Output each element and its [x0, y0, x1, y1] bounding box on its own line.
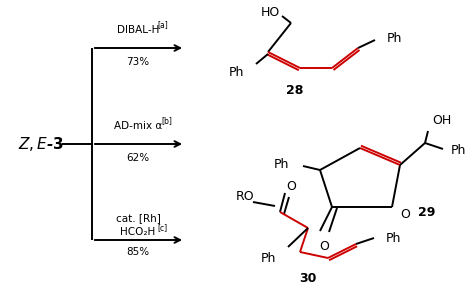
Text: OH: OH — [432, 114, 451, 127]
Text: cat. [Rh]: cat. [Rh] — [116, 213, 160, 223]
Text: Ph: Ph — [386, 231, 401, 244]
Text: [a]: [a] — [158, 21, 168, 29]
Text: [c]: [c] — [157, 223, 167, 232]
Text: $\it{Z,E}$-$\bf{3}$: $\it{Z,E}$-$\bf{3}$ — [18, 135, 64, 153]
Text: 30: 30 — [299, 271, 317, 284]
Text: HCO₂H: HCO₂H — [120, 227, 155, 237]
Text: Ph: Ph — [228, 66, 244, 79]
Text: 85%: 85% — [127, 247, 150, 257]
Text: Ph: Ph — [387, 32, 402, 45]
Text: O: O — [400, 208, 410, 221]
Text: 73%: 73% — [127, 57, 150, 67]
Text: DIBAL-H: DIBAL-H — [117, 25, 159, 35]
Text: [b]: [b] — [162, 116, 173, 125]
Text: HO: HO — [261, 5, 280, 18]
Text: 62%: 62% — [127, 153, 150, 163]
Text: O: O — [319, 240, 329, 253]
Text: 28: 28 — [286, 84, 304, 97]
Text: Ph: Ph — [261, 253, 276, 266]
Text: AD-mix α: AD-mix α — [114, 121, 162, 131]
Text: 29: 29 — [419, 205, 436, 218]
Text: Ph: Ph — [451, 144, 466, 158]
Text: O: O — [286, 179, 296, 192]
Text: RO: RO — [236, 190, 255, 203]
Text: Ph: Ph — [273, 158, 289, 171]
